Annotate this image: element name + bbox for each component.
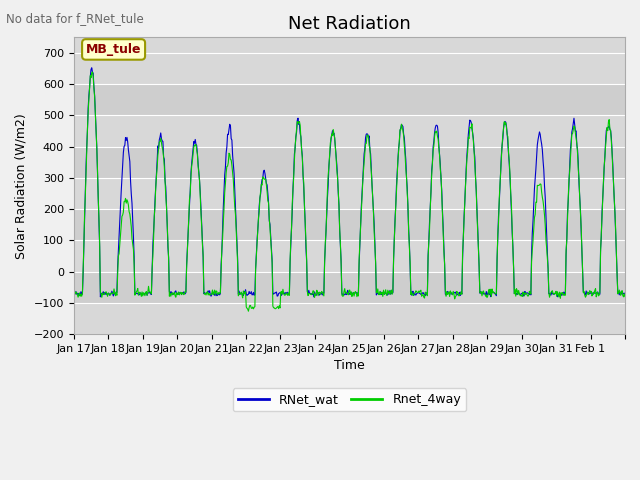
Title: Net Radiation: Net Radiation (288, 15, 411, 33)
Bar (74, 209, 625, 240)
Text: MB_tule: MB_tule (86, 43, 141, 56)
Text: No data for f_RNet_tule: No data for f_RNet_tule (6, 12, 144, 24)
Legend: RNet_wat, Rnet_4way: RNet_wat, Rnet_4way (232, 388, 466, 411)
Bar (74, 84, 625, 116)
Bar (74, 272, 625, 303)
Y-axis label: Solar Radiation (W/m2): Solar Radiation (W/m2) (15, 113, 28, 259)
X-axis label: Time: Time (334, 360, 365, 372)
Bar (74, 147, 625, 178)
